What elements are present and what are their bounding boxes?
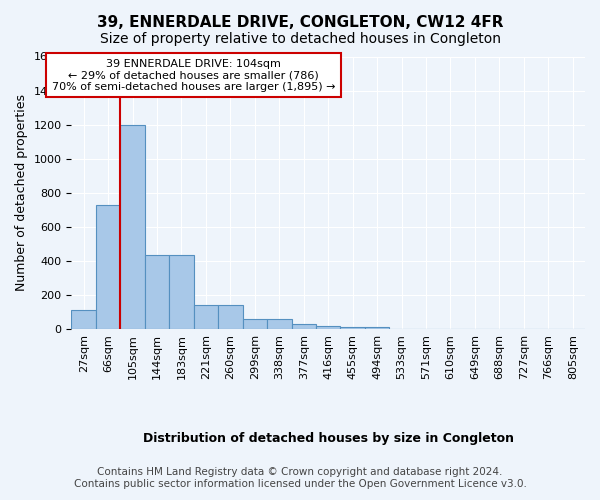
Text: 39, ENNERDALE DRIVE, CONGLETON, CW12 4FR: 39, ENNERDALE DRIVE, CONGLETON, CW12 4FR <box>97 15 503 30</box>
Text: Contains HM Land Registry data © Crown copyright and database right 2024.
Contai: Contains HM Land Registry data © Crown c… <box>74 468 526 489</box>
Bar <box>145 255 169 329</box>
Bar <box>194 304 218 329</box>
Bar <box>121 124 145 329</box>
Bar <box>169 255 194 329</box>
Bar <box>267 319 292 329</box>
Bar <box>292 324 316 329</box>
Text: 39 ENNERDALE DRIVE: 104sqm
← 29% of detached houses are smaller (786)
70% of sem: 39 ENNERDALE DRIVE: 104sqm ← 29% of deta… <box>52 58 335 92</box>
X-axis label: Distribution of detached houses by size in Congleton: Distribution of detached houses by size … <box>143 432 514 445</box>
Bar <box>242 319 267 329</box>
Bar <box>316 326 340 329</box>
Bar <box>71 310 96 329</box>
Bar <box>365 326 389 329</box>
Bar <box>96 205 121 329</box>
Bar <box>218 304 242 329</box>
Y-axis label: Number of detached properties: Number of detached properties <box>15 94 28 292</box>
Text: Size of property relative to detached houses in Congleton: Size of property relative to detached ho… <box>100 32 500 46</box>
Bar <box>340 326 365 329</box>
